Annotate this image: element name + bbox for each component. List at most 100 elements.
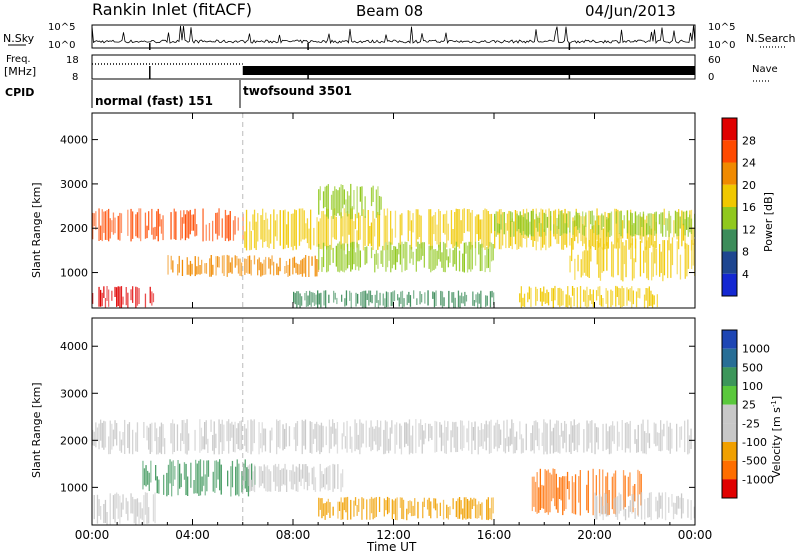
data-cell-0 bbox=[341, 433, 343, 450]
data-cell-1 bbox=[250, 230, 252, 250]
data-cell-0 bbox=[157, 208, 159, 242]
data-cell-4 bbox=[447, 507, 449, 520]
data-cell-1 bbox=[212, 471, 214, 492]
data-cell-7 bbox=[528, 286, 530, 300]
data-cell-4 bbox=[350, 499, 352, 520]
time-tick-label-3: 12:00 bbox=[376, 528, 411, 542]
data-cell-6 bbox=[682, 498, 684, 514]
data-cell-1 bbox=[215, 460, 218, 488]
data-cell-0 bbox=[173, 423, 175, 452]
data-cell-2 bbox=[154, 492, 156, 524]
data-cell-0 bbox=[594, 423, 596, 455]
data-cell-5 bbox=[103, 286, 105, 298]
data-cell-0 bbox=[618, 431, 620, 447]
data-cell-6 bbox=[318, 293, 320, 305]
data-cell-5 bbox=[544, 469, 546, 513]
data-cell-2 bbox=[194, 256, 196, 277]
data-cell-2 bbox=[104, 499, 107, 523]
data-cell-4 bbox=[346, 496, 349, 520]
data-cell-9 bbox=[516, 213, 518, 232]
data-cell-0 bbox=[314, 423, 316, 439]
data-cell-0 bbox=[477, 426, 479, 455]
time-tick-label-5: 20:00 bbox=[577, 528, 612, 542]
data-cell-0 bbox=[301, 419, 303, 455]
data-cell-3 bbox=[478, 241, 480, 255]
data-cell-5 bbox=[595, 475, 597, 496]
data-cell-3 bbox=[284, 463, 286, 486]
velocity-colorbar-tick-0: 1000 bbox=[742, 343, 770, 356]
data-cell-0 bbox=[149, 423, 151, 454]
data-cell-4 bbox=[489, 508, 491, 520]
data-cell-3 bbox=[252, 471, 254, 491]
data-cell-4 bbox=[487, 497, 489, 521]
data-cell-8 bbox=[692, 243, 694, 266]
data-cell-0 bbox=[175, 211, 177, 240]
velocity-panel: 1000 2000 3000 4000 Slant Range [km] 1000 50… bbox=[30, 317, 783, 526]
data-cell-0 bbox=[144, 212, 147, 239]
data-cell-1 bbox=[417, 209, 419, 240]
data-cell-5 bbox=[547, 469, 549, 515]
data-cell-6 bbox=[408, 291, 410, 303]
data-cell-2 bbox=[269, 258, 272, 275]
data-cell-3 bbox=[490, 242, 493, 262]
data-cell-4 bbox=[406, 508, 408, 521]
data-cell-7 bbox=[522, 297, 524, 307]
data-cell-1 bbox=[497, 211, 499, 235]
data-cell-6 bbox=[648, 492, 651, 518]
data-cell-3 bbox=[492, 244, 494, 261]
freq-band-twofsound bbox=[242, 66, 695, 75]
data-cell-0 bbox=[607, 431, 609, 449]
data-cell-0 bbox=[138, 208, 140, 239]
data-cell-5 bbox=[550, 474, 553, 502]
data-cell-8 bbox=[606, 242, 608, 271]
data-cell-6 bbox=[376, 290, 378, 303]
data-cell-1 bbox=[446, 210, 448, 248]
data-cell-5 bbox=[613, 473, 615, 514]
data-cell-9 bbox=[590, 211, 592, 225]
data-cell-7 bbox=[573, 288, 575, 307]
data-cell-1 bbox=[342, 216, 344, 237]
data-cell-5 bbox=[552, 468, 554, 499]
data-cell-1 bbox=[486, 209, 488, 246]
data-cell-1 bbox=[179, 463, 181, 489]
data-cell-0 bbox=[330, 426, 332, 449]
data-cell-3 bbox=[417, 241, 419, 262]
data-cell-3 bbox=[377, 253, 379, 269]
data-cell-6 bbox=[478, 293, 480, 304]
data-cell-0 bbox=[684, 420, 686, 453]
data-cell-8 bbox=[635, 238, 637, 263]
data-cell-6 bbox=[632, 494, 635, 508]
data-cell-4 bbox=[471, 499, 473, 509]
data-cell-2 bbox=[122, 494, 124, 510]
data-cell-6 bbox=[491, 290, 493, 298]
freq-unit-label: [MHz] bbox=[4, 65, 36, 78]
data-cell-4 bbox=[476, 504, 478, 519]
data-cell-5 bbox=[592, 468, 594, 516]
data-cell-2 bbox=[215, 256, 217, 276]
data-cell-1 bbox=[150, 460, 152, 483]
data-cell-0 bbox=[101, 422, 103, 448]
data-cell-1 bbox=[340, 212, 342, 249]
power-colorbar-tick-0: 28 bbox=[742, 134, 756, 147]
data-cell-6 bbox=[369, 290, 372, 303]
data-cell-8 bbox=[587, 250, 589, 277]
data-cell-0 bbox=[354, 419, 356, 452]
data-cell-9 bbox=[495, 211, 497, 237]
data-cell-0 bbox=[234, 216, 236, 235]
data-cell-0 bbox=[533, 420, 535, 454]
data-cell-0 bbox=[183, 210, 185, 224]
data-cell-2 bbox=[287, 264, 289, 277]
data-cell-7 bbox=[536, 288, 538, 302]
data-cell-1 bbox=[241, 471, 243, 493]
data-cell-0 bbox=[200, 427, 203, 451]
data-cell-9 bbox=[535, 213, 537, 228]
data-cell-3 bbox=[329, 244, 331, 266]
data-cell-4 bbox=[338, 187, 341, 216]
data-cell-1 bbox=[321, 211, 323, 250]
data-cell-9 bbox=[639, 212, 641, 236]
data-cell-3 bbox=[348, 251, 350, 265]
data-cell-6 bbox=[672, 502, 675, 520]
data-cell-1 bbox=[566, 223, 568, 248]
nsky-ytick-bottom: 10^0 bbox=[48, 40, 75, 51]
data-cell-0 bbox=[146, 225, 148, 239]
